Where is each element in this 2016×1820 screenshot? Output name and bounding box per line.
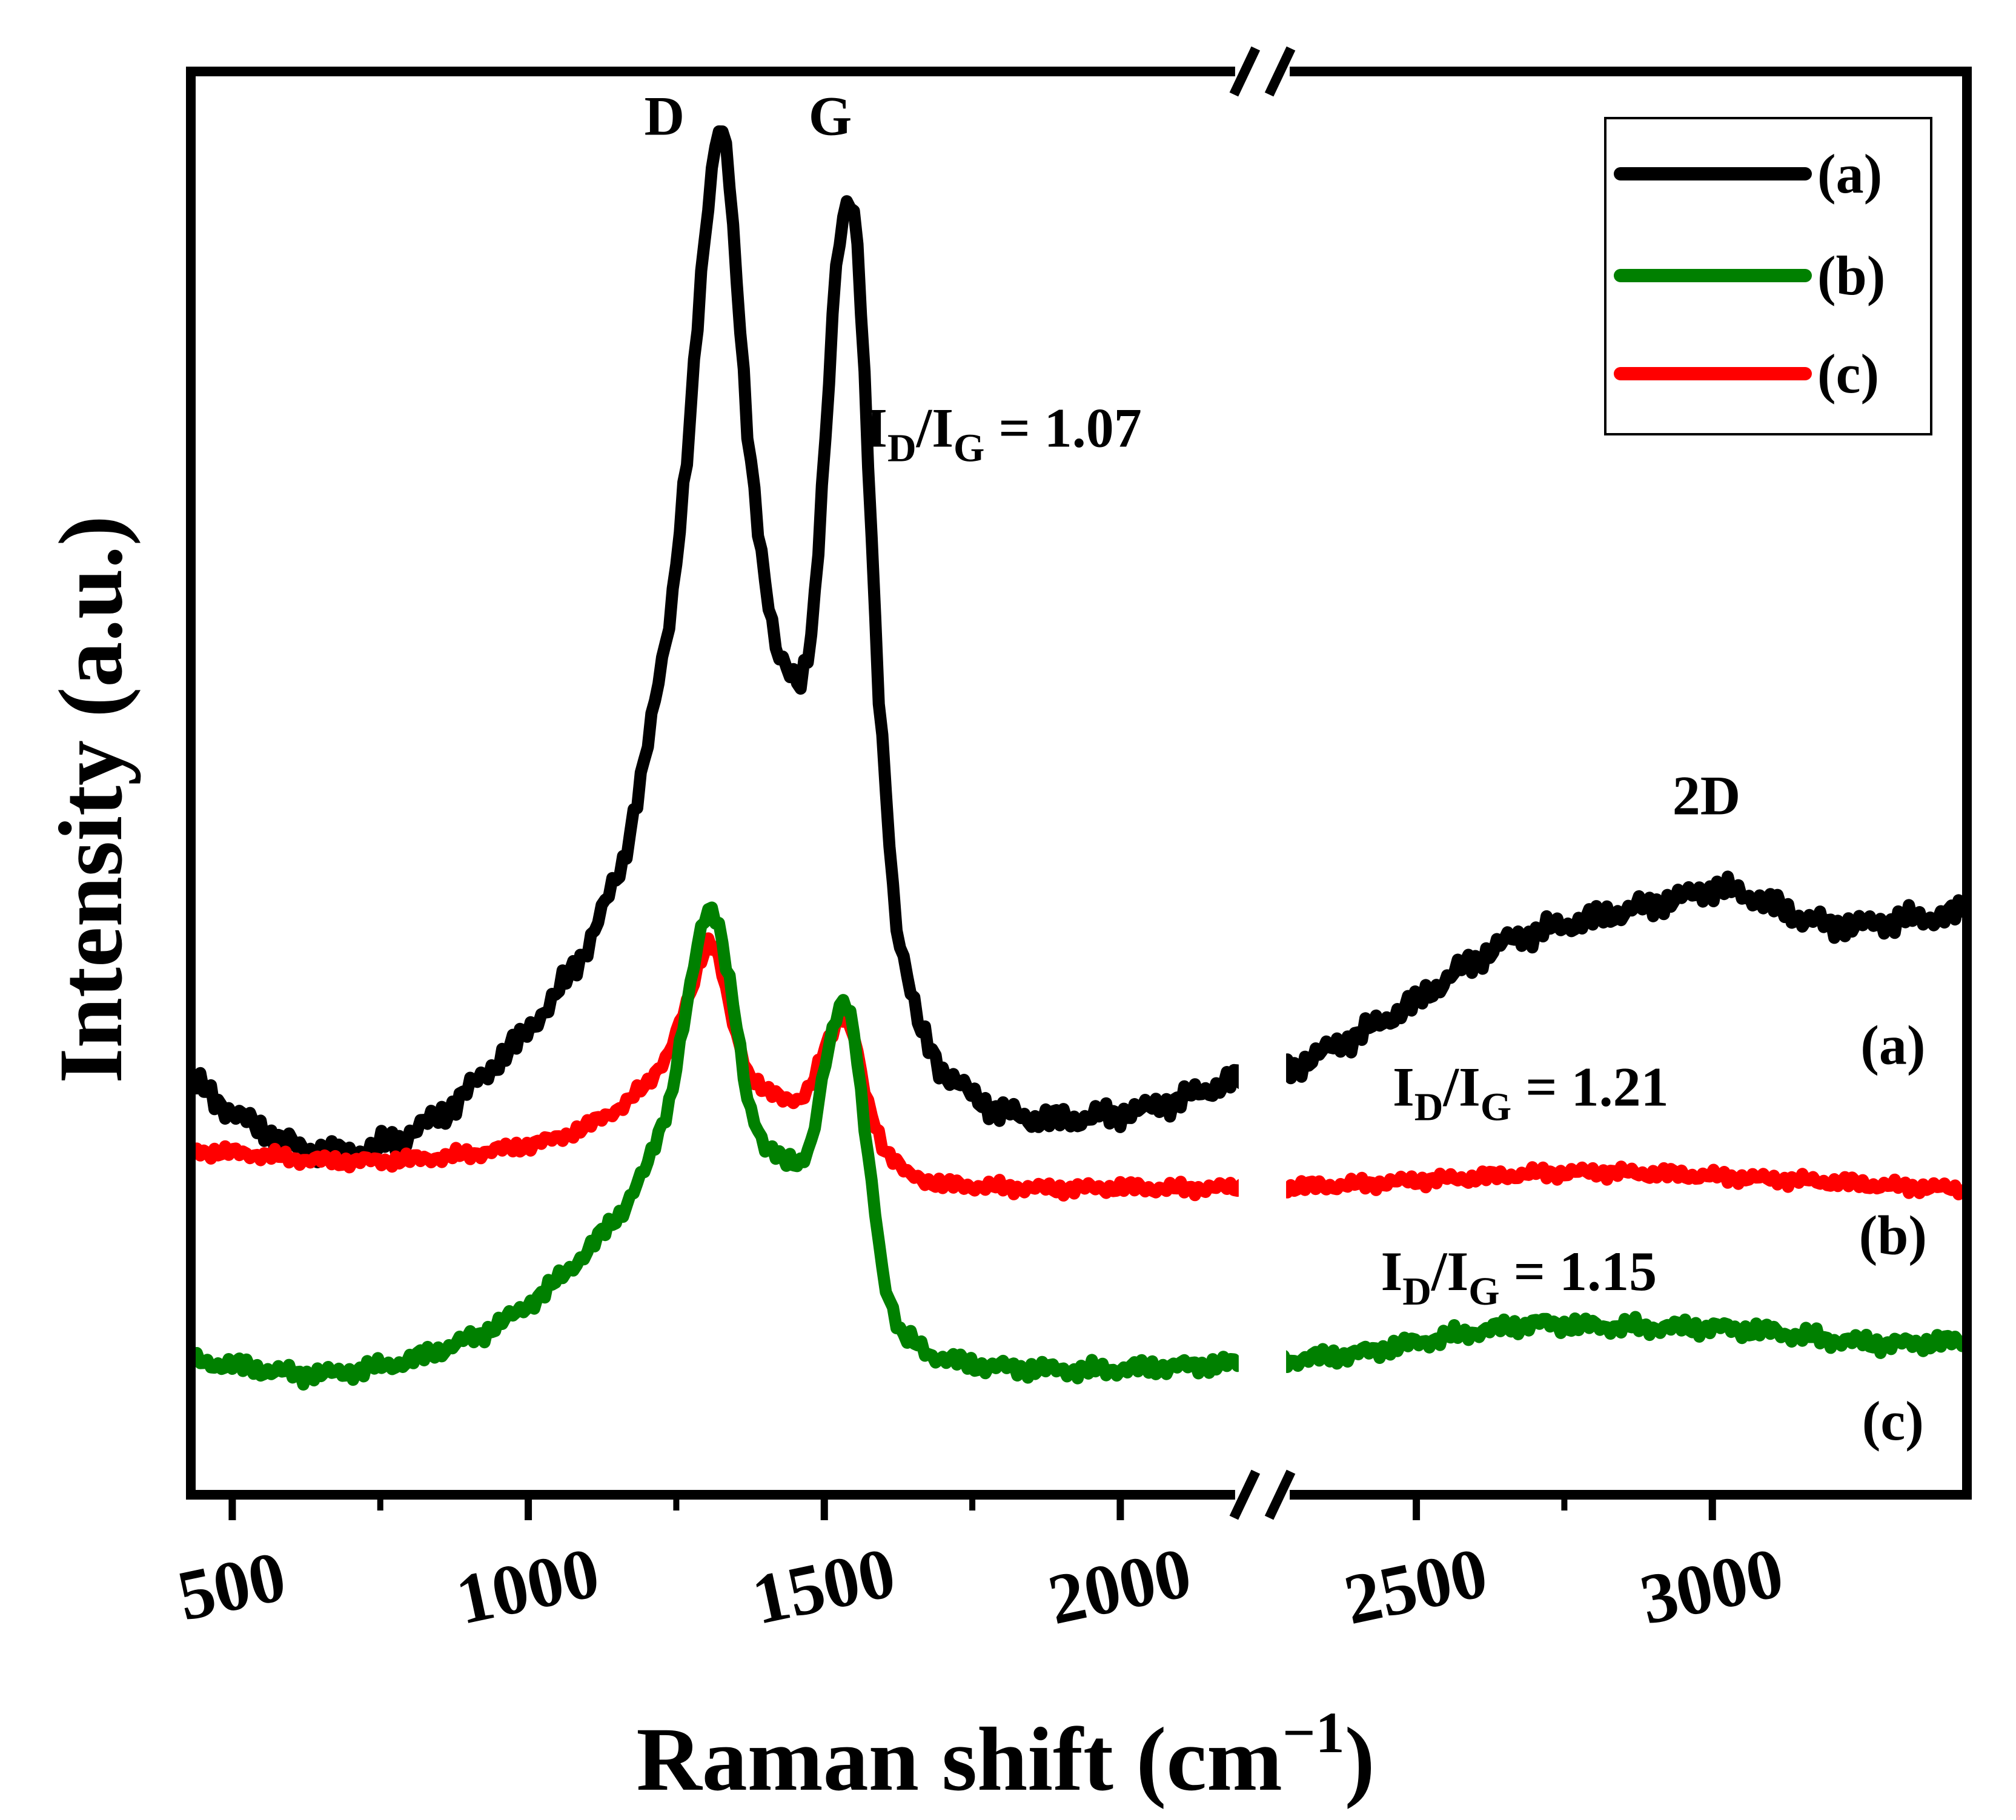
trace-a-label: (a) xyxy=(1860,1014,1925,1076)
x-axis-ticks: 500 1000 1500 2000 2500 3000 xyxy=(171,1495,1790,1640)
trace-line-a xyxy=(190,125,1969,1168)
plot-frame xyxy=(186,67,1972,1500)
annotations: D G 2D (a) (b) (c) ID/IG = 1.07 ID/IG = 1.21 ID/… xyxy=(645,85,1927,1452)
x-axis-title-close: ) xyxy=(1345,1709,1375,1810)
axis-break-gap xyxy=(1238,79,1287,1487)
ratio-b-label: ID/IG = 1.15 xyxy=(1381,1240,1657,1314)
x-axis-title: Raman shift (cm−1) xyxy=(636,1700,1374,1810)
x-tick-label: 500 xyxy=(171,1536,292,1636)
trace-line-c xyxy=(190,932,1969,1202)
break-slash-top-1 xyxy=(1229,46,1261,97)
break-slash-bottom-1 xyxy=(1229,1469,1261,1520)
y-axis-title: Intensity (a.u.) xyxy=(41,515,141,1084)
trace-c-label: (c) xyxy=(1862,1390,1924,1452)
peak-2D-label: 2D xyxy=(1673,764,1740,826)
peak-D-label: D xyxy=(645,85,685,147)
x-tick-label: 2000 xyxy=(1041,1532,1198,1640)
break-slash-bottom-2 xyxy=(1264,1469,1296,1520)
ratio-c-label: ID/IG = 1.21 xyxy=(1393,1056,1669,1129)
x-tick-label: 2500 xyxy=(1338,1532,1494,1640)
x-tick-label: 3000 xyxy=(1634,1532,1790,1640)
break-slash-top-2 xyxy=(1264,46,1296,97)
x-axis-title-superscript: −1 xyxy=(1282,1700,1345,1765)
legend-label-c: (c) xyxy=(1817,343,1879,405)
ratio-a-label: ID/IG = 1.07 xyxy=(866,397,1142,471)
legend: (a) (b) (c) xyxy=(1604,117,1932,435)
legend-label-a: (a) xyxy=(1817,143,1882,205)
x-tick-label: 1500 xyxy=(746,1532,902,1640)
trace-line-b xyxy=(190,901,1969,1391)
peak-G-label: G xyxy=(809,85,852,147)
x-axis-title-text: Raman shift (cm xyxy=(636,1709,1282,1810)
legend-label-b: (b) xyxy=(1817,245,1885,306)
break-gap-rect xyxy=(1238,79,1287,1487)
spectrum-traces xyxy=(190,125,1969,1391)
trace-b-label: (b) xyxy=(1859,1204,1927,1266)
x-tick-label: 1000 xyxy=(449,1532,606,1640)
axis-break-marks xyxy=(1229,46,1296,1520)
